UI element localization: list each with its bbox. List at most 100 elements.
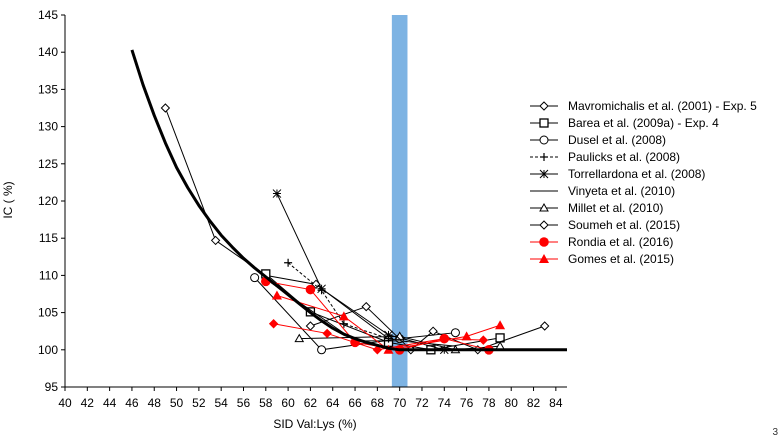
y-tick-label: 105 xyxy=(38,306,58,320)
x-tick-label: 66 xyxy=(348,396,362,410)
x-tick-label: 56 xyxy=(237,396,251,410)
legend-item: Paulicks et al. (2008) xyxy=(530,150,680,164)
legend-marker xyxy=(539,169,549,179)
legend-item: Vinyeta et al. (2010) xyxy=(530,184,675,198)
series-line xyxy=(164,107,389,340)
legend-marker xyxy=(539,254,549,263)
y-tick-label: 120 xyxy=(38,194,58,208)
data-point xyxy=(284,258,293,267)
data-point xyxy=(338,311,349,321)
data-point xyxy=(160,103,171,113)
legend-label: Rondia et al. (2016) xyxy=(568,235,673,249)
legend-item: Barea et al. (2009a) - Exp. 4 xyxy=(530,116,719,130)
x-tick-label: 72 xyxy=(415,396,429,410)
y-tick-label: 115 xyxy=(39,231,58,245)
x-tick-label: 50 xyxy=(170,396,184,410)
data-point xyxy=(317,284,326,294)
x-tick-label: 80 xyxy=(505,396,519,410)
legend-item: Torrellardona et al. (2008) xyxy=(530,167,705,181)
y-tick-label: 100 xyxy=(38,343,58,357)
x-tick-label: 42 xyxy=(81,396,95,410)
series-line xyxy=(276,193,445,351)
y-tick-label: 110 xyxy=(39,268,58,282)
data-point xyxy=(384,330,393,340)
x-tick-label: 40 xyxy=(58,396,72,410)
legend-label: Millet et al. (2010) xyxy=(568,201,663,215)
fitted-curve xyxy=(130,49,567,352)
data-point xyxy=(305,284,316,295)
x-tick-label: 48 xyxy=(148,396,162,410)
data-point xyxy=(539,321,550,331)
legend-marker xyxy=(539,118,549,128)
y-tick-label: 135 xyxy=(38,82,58,96)
x-tick-label: 62 xyxy=(304,396,318,410)
x-tick-label: 70 xyxy=(393,396,407,410)
x-axis-label: SID Val:Lys (%) xyxy=(273,417,356,431)
data-point xyxy=(339,319,348,328)
legend-marker xyxy=(539,135,549,145)
data-point xyxy=(268,319,279,329)
series-0 xyxy=(160,103,394,344)
data-point xyxy=(478,335,489,345)
legend-label: Vinyeta et al. (2010) xyxy=(568,184,675,198)
x-tick-label: 76 xyxy=(460,396,474,410)
series-10 xyxy=(268,319,489,355)
legend-label: Mavromichalis et al. (2001) - Exp. 5 xyxy=(568,99,757,113)
legend-item: Millet et al. (2010) xyxy=(530,201,663,215)
x-tick-label: 82 xyxy=(527,396,541,410)
x-tick-label: 58 xyxy=(259,396,273,410)
legend-item: Gomes et al. (2015) xyxy=(530,252,674,266)
highlight-band xyxy=(391,15,408,387)
legend-marker xyxy=(539,220,549,230)
legend: Mavromichalis et al. (2001) - Exp. 5 Bare… xyxy=(530,99,757,266)
data-point xyxy=(305,321,316,331)
data-point xyxy=(461,331,472,341)
legend-marker xyxy=(539,237,549,247)
legend-marker xyxy=(539,202,549,212)
legend-item: Soumeh et al. (2015) xyxy=(530,218,680,232)
legend-label: Dusel et al. (2008) xyxy=(568,133,666,147)
legend-label: Torrellardona et al. (2008) xyxy=(568,167,705,181)
y-axis-label: IC ( %) xyxy=(1,181,15,218)
y-tick-label: 95 xyxy=(45,380,59,394)
legend-label: Soumeh et al. (2015) xyxy=(568,218,680,232)
y-tick-label: 130 xyxy=(38,120,58,134)
data-point xyxy=(250,273,260,283)
data-point xyxy=(322,328,332,339)
x-tick-label: 52 xyxy=(192,396,206,410)
data-point xyxy=(439,333,449,344)
legend-label: Paulicks et al. (2008) xyxy=(568,150,680,164)
data-point xyxy=(361,301,371,312)
legend-label: Barea et al. (2009a) - Exp. 4 xyxy=(568,116,719,130)
legend-marker xyxy=(539,101,549,111)
x-tick-label: 60 xyxy=(281,396,295,410)
x-tick-label: 46 xyxy=(125,396,139,410)
data-point xyxy=(428,326,438,336)
legend-marker xyxy=(540,153,548,161)
data-point xyxy=(372,345,383,355)
data-point xyxy=(272,189,282,198)
x-tick-label: 74 xyxy=(438,396,452,410)
data-point xyxy=(294,333,305,343)
data-point xyxy=(495,320,506,330)
y-tick-label: 140 xyxy=(38,45,58,59)
page-number: 3 xyxy=(772,427,778,438)
y-tick-label: 145 xyxy=(38,8,58,22)
data-point xyxy=(271,290,282,300)
data-point xyxy=(210,235,221,246)
x-tick-label: 54 xyxy=(214,396,228,410)
x-tick-label: 78 xyxy=(482,396,496,410)
data-point xyxy=(450,328,460,338)
legend-item: Rondia et al. (2016) xyxy=(530,235,673,249)
x-tick-label: 84 xyxy=(549,396,563,410)
legend-item: Dusel et al. (2008) xyxy=(530,133,666,147)
x-tick-label: 68 xyxy=(371,396,385,410)
legend-label: Gomes et al. (2015) xyxy=(568,252,674,266)
y-tick-label: 125 xyxy=(38,157,58,171)
x-tick-label: 64 xyxy=(326,396,340,410)
data-point xyxy=(317,345,327,355)
series-line xyxy=(287,262,389,340)
x-tick-label: 44 xyxy=(103,396,117,410)
series-8 xyxy=(261,276,494,355)
